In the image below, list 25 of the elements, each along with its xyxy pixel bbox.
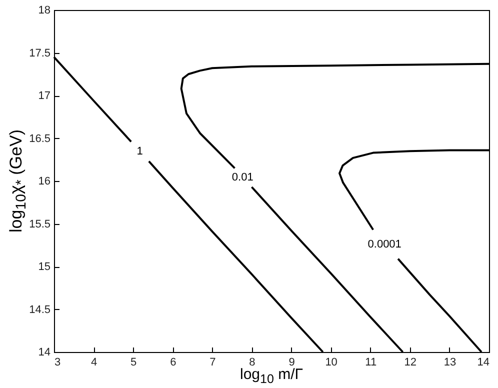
x-tick-label: 12 xyxy=(404,356,417,368)
x-axis-title: log$_{10}$ m/Γ xyxy=(238,366,304,387)
y-tick-label: 15 xyxy=(38,261,50,273)
x-tick-label: 11 xyxy=(365,356,377,368)
series-label: 1 xyxy=(136,146,143,158)
x-tick-label: 14 xyxy=(477,356,490,368)
series-label: 0.0001 xyxy=(368,238,402,250)
y-tick-label: 15.5 xyxy=(29,218,50,230)
series-label: 0.01 xyxy=(232,172,254,184)
x-tick-label: 13 xyxy=(444,356,456,368)
x-tick-label: 6 xyxy=(170,356,176,368)
x-tick-label: 7 xyxy=(210,356,216,368)
x-tick-label: 3 xyxy=(54,356,61,368)
x-tick-label: 9 xyxy=(288,356,295,368)
y-tick-label: 16 xyxy=(38,176,50,188)
x-tick-label: 4 xyxy=(90,356,98,368)
x-tick-label: 8 xyxy=(249,356,256,368)
y-tick-label: 14 xyxy=(38,346,50,358)
x-tick-label: 5 xyxy=(130,356,137,368)
y-tick-label: 16.5 xyxy=(29,132,50,145)
y-tick-label: 17.5 xyxy=(29,47,50,60)
x-tick-label: 10 xyxy=(325,356,338,368)
y-tick-label: 18 xyxy=(38,4,50,16)
y-tick-label: 14.5 xyxy=(29,304,50,316)
y-tick-label: 17 xyxy=(38,90,50,102)
